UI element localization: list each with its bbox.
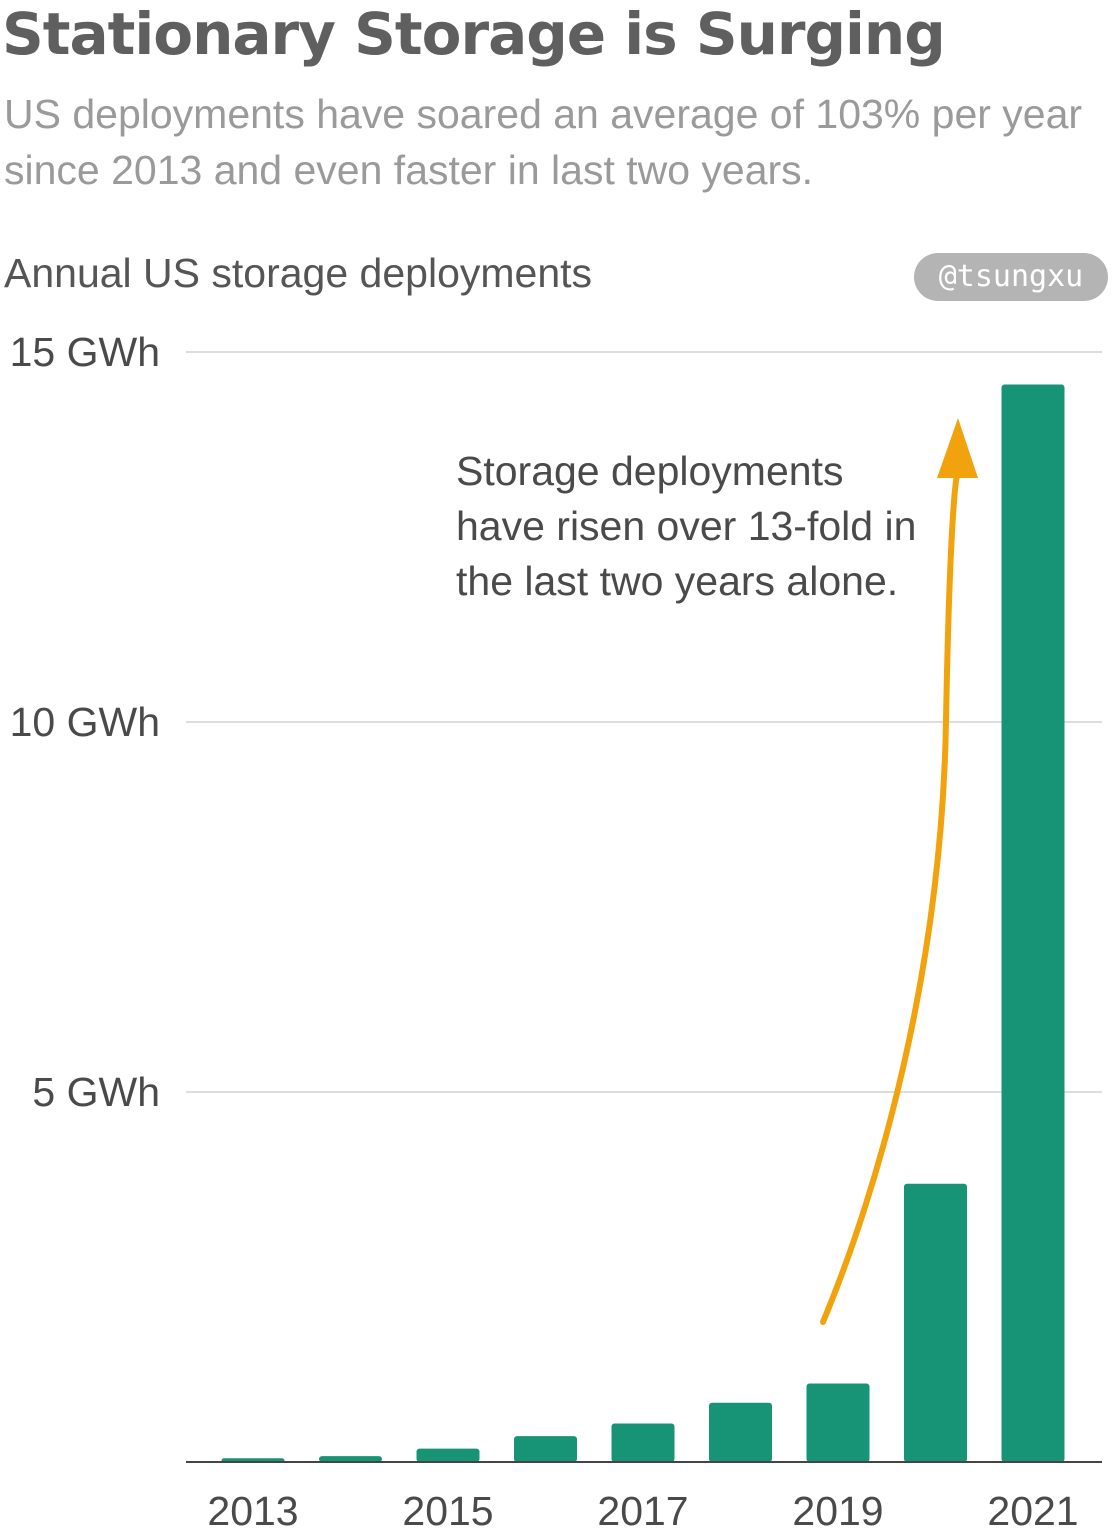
watermark-badge: @tsungxu — [914, 253, 1108, 301]
y-axis-title: Annual US storage deployments — [4, 250, 593, 296]
y-tick-label: 5 GWh — [32, 1069, 160, 1115]
y-axis-ticks: 5 GWh 10 GWh 15 GWh — [10, 329, 160, 1115]
x-tick-label: 2013 — [207, 1488, 298, 1532]
bar-2014 — [319, 1456, 382, 1462]
bars — [221, 384, 1065, 1462]
bar-2020 — [904, 1183, 967, 1462]
x-tick-label: 2019 — [792, 1488, 883, 1532]
bar-2016 — [514, 1436, 577, 1462]
chart-title: Stationary Storage is Surging — [2, 0, 946, 68]
x-tick-label: 2015 — [402, 1488, 493, 1532]
bar-2021 — [1001, 384, 1065, 1462]
x-tick-label: 2021 — [987, 1488, 1078, 1532]
y-tick-label: 10 GWh — [10, 699, 160, 745]
gridlines — [186, 351, 1102, 1093]
chart-subtitle: US deployments have soared an average of… — [4, 91, 1083, 193]
bar-2019 — [806, 1383, 870, 1462]
bar-2015 — [416, 1448, 480, 1462]
bar-2018 — [709, 1402, 772, 1462]
x-tick-label: 2017 — [597, 1488, 688, 1532]
arrow-head — [937, 418, 978, 478]
annotation-text: Storage deployments have risen over 13-f… — [456, 448, 917, 604]
y-tick-label: 15 GWh — [10, 329, 160, 375]
x-axis-ticks: 2013 2015 2017 2019 2021 — [207, 1488, 1078, 1532]
bar-2017 — [611, 1423, 675, 1462]
trend-arrow — [820, 418, 978, 1325]
arrow-shaft — [820, 469, 961, 1325]
